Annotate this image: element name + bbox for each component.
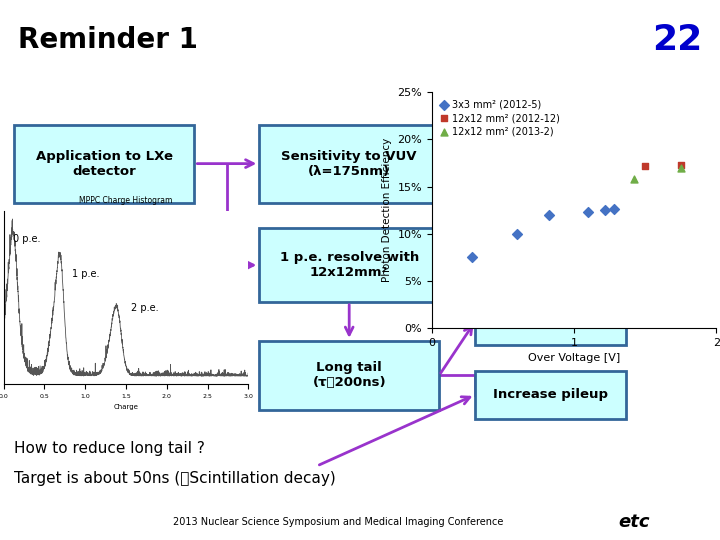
3x3 mm² (2012-5) bbox=[466, 253, 477, 261]
FancyBboxPatch shape bbox=[475, 298, 626, 345]
FancyBboxPatch shape bbox=[475, 371, 626, 418]
Text: Increase pileup: Increase pileup bbox=[493, 388, 608, 401]
Text: How to reduce long tail ?: How to reduce long tail ? bbox=[14, 441, 205, 456]
12x12 mm² (2013-2) bbox=[628, 174, 639, 183]
Text: 1 p.e.: 1 p.e. bbox=[72, 269, 99, 279]
Text: 22: 22 bbox=[652, 23, 702, 57]
Text: 1 p.e. resolve with
12x12mm²: 1 p.e. resolve with 12x12mm² bbox=[279, 251, 419, 279]
12x12 mm² (2013-2) bbox=[675, 164, 687, 172]
Text: 2 p.e.: 2 p.e. bbox=[131, 303, 158, 313]
Legend: 3x3 mm² (2012-5), 12x12 mm² (2012-12), 12x12 mm² (2013-2): 3x3 mm² (2012-5), 12x12 mm² (2012-12), 1… bbox=[437, 97, 562, 139]
12x12 mm² (2012-12) bbox=[639, 161, 651, 170]
Text: 2013 Nuclear Science Symposium and Medical Imaging Conference: 2013 Nuclear Science Symposium and Medic… bbox=[174, 517, 503, 528]
Text: Target is about 50ns (～Scintillation decay): Target is about 50ns (～Scintillation dec… bbox=[14, 471, 336, 487]
FancyBboxPatch shape bbox=[259, 125, 439, 202]
3x3 mm² (2012-5) bbox=[582, 207, 594, 216]
3x3 mm² (2012-5) bbox=[600, 206, 611, 214]
Text: Sensitivity to VUV
(λ=175nm): Sensitivity to VUV (λ=175nm) bbox=[282, 150, 417, 178]
Text: Reminder 1: Reminder 1 bbox=[18, 26, 198, 54]
FancyBboxPatch shape bbox=[14, 125, 194, 202]
FancyBboxPatch shape bbox=[259, 341, 439, 410]
Text: etc: etc bbox=[618, 514, 649, 531]
X-axis label: Over Voltage [V]: Over Voltage [V] bbox=[528, 353, 621, 363]
3x3 mm² (2012-5) bbox=[511, 230, 523, 238]
3x3 mm² (2012-5) bbox=[543, 211, 554, 219]
Text: Worse S/N: Worse S/N bbox=[512, 315, 590, 328]
Title: MPPC Charge Histogram: MPPC Charge Histogram bbox=[79, 196, 173, 205]
FancyBboxPatch shape bbox=[259, 228, 439, 302]
3x3 mm² (2012-5) bbox=[608, 205, 620, 213]
Text: 0 p.e.: 0 p.e. bbox=[14, 234, 41, 244]
Text: Long tail
(τ～200ns): Long tail (τ～200ns) bbox=[312, 361, 386, 389]
12x12 mm² (2012-12) bbox=[675, 160, 687, 169]
X-axis label: Charge: Charge bbox=[114, 404, 138, 410]
Y-axis label: Photon Detection Efficiency: Photon Detection Efficiency bbox=[382, 138, 392, 282]
Text: Application to LXe
detector: Application to LXe detector bbox=[36, 150, 173, 178]
